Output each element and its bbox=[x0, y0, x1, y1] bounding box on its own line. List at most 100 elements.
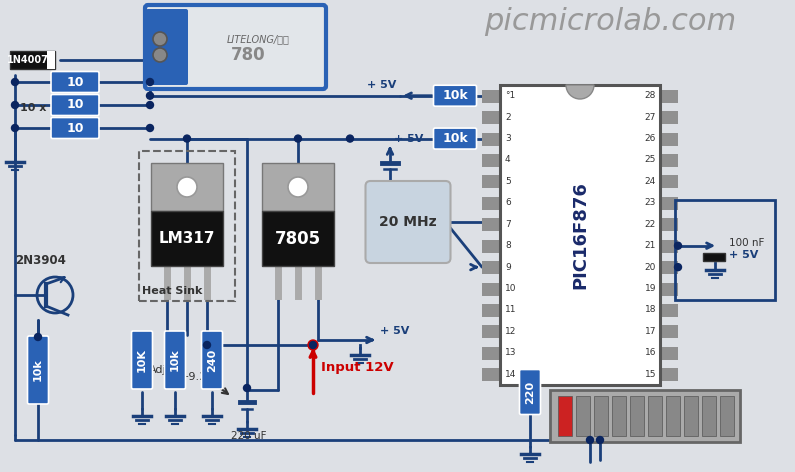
Bar bbox=[720, 396, 734, 436]
Bar bbox=[482, 368, 500, 381]
Text: 6: 6 bbox=[505, 198, 510, 207]
Text: 28: 28 bbox=[645, 91, 656, 100]
Bar bbox=[151, 163, 223, 211]
FancyBboxPatch shape bbox=[201, 331, 223, 389]
Bar bbox=[482, 133, 500, 145]
Circle shape bbox=[177, 177, 197, 197]
Bar bbox=[262, 211, 334, 266]
Text: 25: 25 bbox=[645, 155, 656, 165]
Bar bbox=[703, 253, 725, 261]
Text: 23: 23 bbox=[645, 198, 656, 207]
Circle shape bbox=[146, 92, 153, 99]
Bar bbox=[660, 218, 678, 231]
FancyBboxPatch shape bbox=[51, 118, 99, 138]
Bar bbox=[482, 240, 500, 253]
Circle shape bbox=[146, 101, 153, 109]
Text: 7805: 7805 bbox=[275, 229, 321, 247]
Text: 240: 240 bbox=[207, 348, 217, 371]
FancyBboxPatch shape bbox=[51, 94, 99, 116]
Text: + 5V: + 5V bbox=[380, 326, 409, 336]
Bar bbox=[482, 176, 500, 188]
Circle shape bbox=[204, 342, 211, 348]
Text: 100 nF: 100 nF bbox=[729, 238, 764, 248]
Bar bbox=[500, 85, 660, 385]
Text: + 5V: + 5V bbox=[394, 134, 424, 144]
Text: 10K: 10K bbox=[137, 348, 147, 372]
Bar bbox=[482, 283, 500, 295]
Circle shape bbox=[146, 125, 153, 132]
Bar bbox=[675, 200, 775, 300]
Circle shape bbox=[153, 48, 167, 62]
Circle shape bbox=[153, 32, 167, 46]
Text: 19: 19 bbox=[645, 284, 656, 293]
Bar bbox=[660, 176, 678, 188]
Circle shape bbox=[587, 437, 594, 444]
FancyBboxPatch shape bbox=[366, 181, 451, 263]
Bar bbox=[684, 396, 698, 436]
Bar bbox=[482, 90, 500, 103]
Text: 2N3904: 2N3904 bbox=[15, 254, 66, 268]
Text: + 5V: + 5V bbox=[729, 250, 758, 260]
Circle shape bbox=[34, 334, 41, 340]
Bar bbox=[660, 325, 678, 338]
Text: 2: 2 bbox=[505, 113, 510, 122]
Bar bbox=[482, 325, 500, 338]
Text: 20: 20 bbox=[645, 262, 656, 272]
Bar bbox=[482, 111, 500, 124]
Text: 9: 9 bbox=[505, 262, 510, 272]
Bar bbox=[612, 396, 626, 436]
Bar bbox=[648, 396, 662, 436]
Text: 220 uF: 220 uF bbox=[231, 431, 267, 441]
Circle shape bbox=[243, 385, 250, 391]
Bar bbox=[558, 396, 572, 436]
Text: 12: 12 bbox=[505, 327, 517, 336]
FancyBboxPatch shape bbox=[28, 336, 48, 404]
Text: 8: 8 bbox=[505, 241, 510, 250]
FancyBboxPatch shape bbox=[146, 9, 188, 85]
Text: 10k: 10k bbox=[442, 132, 468, 145]
Text: 10: 10 bbox=[505, 284, 517, 293]
Text: LM317: LM317 bbox=[159, 231, 215, 246]
FancyBboxPatch shape bbox=[433, 85, 476, 106]
Bar bbox=[630, 396, 644, 436]
Text: 26: 26 bbox=[645, 134, 656, 143]
Text: 1N4007: 1N4007 bbox=[7, 55, 49, 65]
Bar bbox=[262, 163, 334, 211]
Text: 10: 10 bbox=[66, 99, 83, 111]
Bar bbox=[482, 218, 500, 231]
Text: 10k: 10k bbox=[170, 349, 180, 371]
Bar bbox=[660, 240, 678, 253]
Bar bbox=[660, 304, 678, 317]
Bar bbox=[660, 347, 678, 360]
Bar bbox=[550, 390, 740, 442]
Text: 16: 16 bbox=[645, 348, 656, 357]
Circle shape bbox=[11, 78, 18, 85]
Circle shape bbox=[288, 177, 308, 197]
Bar bbox=[660, 133, 678, 145]
Circle shape bbox=[674, 242, 681, 249]
Bar bbox=[482, 197, 500, 210]
Text: 780: 780 bbox=[231, 46, 266, 64]
FancyBboxPatch shape bbox=[131, 331, 153, 389]
Text: 11: 11 bbox=[505, 305, 517, 314]
Text: 24: 24 bbox=[645, 177, 656, 186]
Text: 220: 220 bbox=[525, 380, 535, 404]
Circle shape bbox=[596, 437, 603, 444]
Bar bbox=[660, 90, 678, 103]
Text: 10k: 10k bbox=[442, 89, 468, 102]
FancyBboxPatch shape bbox=[51, 71, 99, 93]
Bar bbox=[660, 261, 678, 274]
Text: 20 MHz: 20 MHz bbox=[379, 215, 436, 229]
Text: +9.2V: +9.2V bbox=[180, 372, 215, 382]
Bar bbox=[482, 304, 500, 317]
Circle shape bbox=[184, 135, 191, 142]
Wedge shape bbox=[566, 85, 594, 99]
Text: 4: 4 bbox=[505, 155, 510, 165]
Bar bbox=[151, 211, 223, 266]
Circle shape bbox=[347, 135, 354, 142]
FancyBboxPatch shape bbox=[519, 370, 541, 414]
Text: + 5V: + 5V bbox=[366, 80, 396, 90]
Text: 27: 27 bbox=[645, 113, 656, 122]
Text: 7: 7 bbox=[505, 220, 510, 229]
Text: 5: 5 bbox=[505, 177, 510, 186]
